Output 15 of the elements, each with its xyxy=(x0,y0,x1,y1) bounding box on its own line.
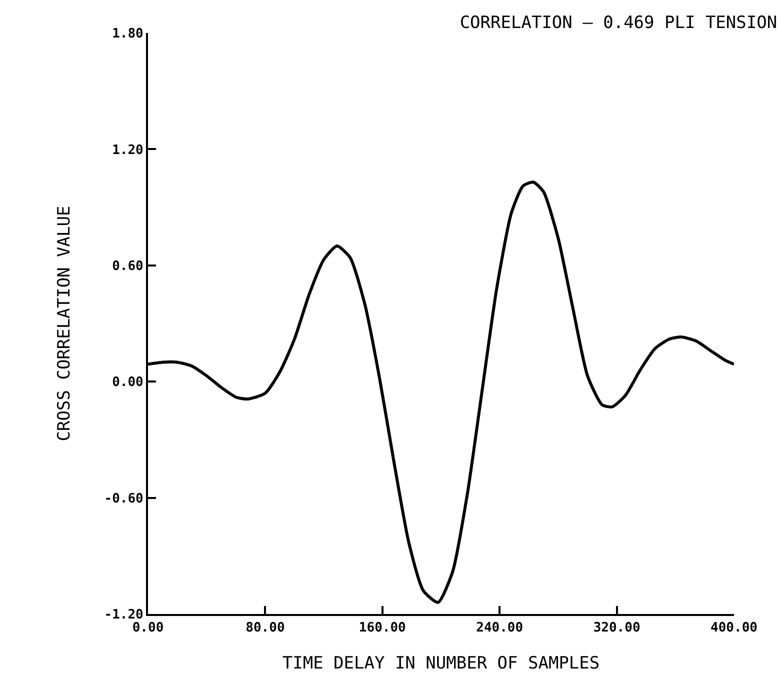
x-tick-label: 80.00 xyxy=(246,620,285,636)
x-tick-label: 240.00 xyxy=(476,620,524,636)
y-tick-label: 0.60 xyxy=(112,258,144,274)
x-axis-title: TIME DELAY IN NUMBER OF SAMPLES xyxy=(282,654,600,674)
y-tick-label: 1.80 xyxy=(112,26,144,42)
x-tick-label: 320.00 xyxy=(593,620,640,636)
y-axis-title: CROSS CORRELATION VALUE xyxy=(54,206,74,442)
x-tick-label: 400.00 xyxy=(710,620,758,636)
y-tick-label: -1.20 xyxy=(104,608,144,623)
x-tick-label: 0.00 xyxy=(132,620,164,636)
y-tick-label: -0.60 xyxy=(104,491,144,506)
x-tick-label: 160.00 xyxy=(358,620,406,636)
y-tick-label: 0.00 xyxy=(112,375,144,390)
chart-title: CORRELATION — 0.469 PLI TENSION xyxy=(460,12,778,33)
y-tick-label: 1.20 xyxy=(112,142,144,158)
